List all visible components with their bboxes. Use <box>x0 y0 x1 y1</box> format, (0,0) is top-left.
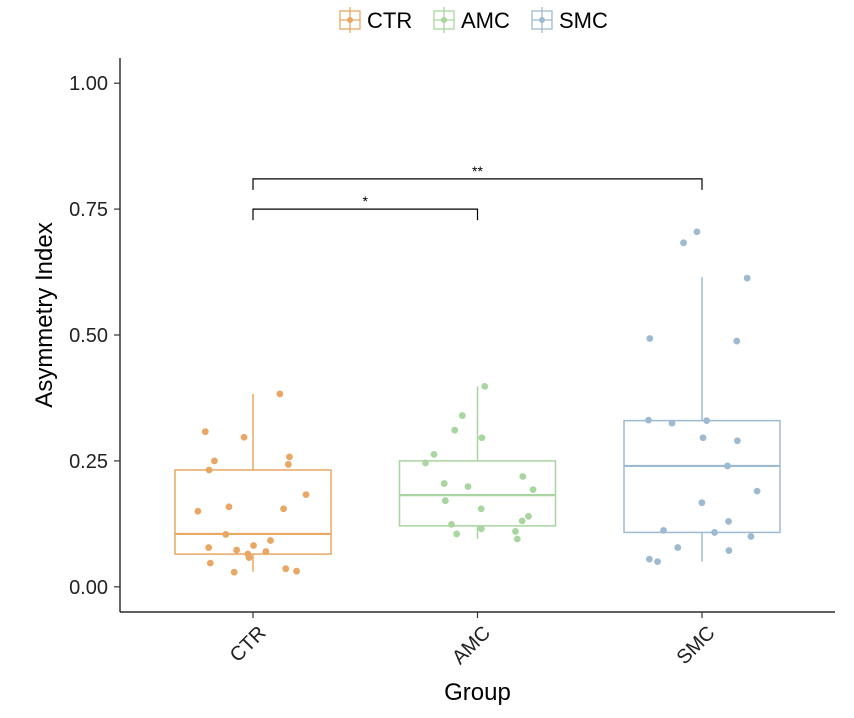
box-group-ctr <box>174 390 332 576</box>
data-point <box>211 457 218 465</box>
data-point <box>519 473 527 480</box>
data-point <box>724 462 731 470</box>
legend-label: AMC <box>461 8 510 33</box>
legend-key-point <box>347 17 353 23</box>
legend-key-point <box>539 17 545 23</box>
data-point <box>464 483 472 490</box>
data-point <box>725 517 732 525</box>
data-point <box>477 525 485 533</box>
data-point <box>280 505 287 513</box>
data-point <box>693 228 701 236</box>
data-point <box>703 417 711 425</box>
data-point <box>654 558 661 566</box>
data-point <box>430 450 438 458</box>
x-axis-title: Group <box>444 679 511 706</box>
data-point <box>205 466 213 474</box>
data-point <box>293 567 300 575</box>
y-tick-label: 0.75 <box>69 199 108 221</box>
data-point <box>451 426 459 434</box>
data-point <box>645 555 653 563</box>
data-point <box>422 459 429 467</box>
significance-bracket: * <box>252 193 479 221</box>
data-point <box>525 512 532 520</box>
data-point <box>660 527 667 534</box>
data-point <box>267 537 274 544</box>
legend-item-ctr: CTR <box>339 7 412 33</box>
x-tick-label: SMC <box>673 622 720 669</box>
data-point <box>284 461 292 468</box>
data-point <box>206 559 214 567</box>
y-axis-title: Asymmetry Index <box>31 222 58 407</box>
legend-item-amc: AMC <box>433 7 510 33</box>
box <box>623 419 781 534</box>
legend-label: CTR <box>367 8 412 33</box>
x-tick-label: CTR <box>226 622 271 667</box>
bracket-line <box>252 178 703 190</box>
data-point <box>481 382 489 390</box>
data-point <box>711 529 718 536</box>
data-point <box>747 533 755 540</box>
data-point <box>668 419 676 427</box>
significance-bracket: ** <box>252 163 703 190</box>
data-point <box>282 565 290 573</box>
data-point <box>302 491 310 499</box>
data-point <box>646 335 654 342</box>
legend: CTR AMC SMC <box>339 7 608 33</box>
y-tick-label: 0.00 <box>69 577 108 599</box>
box-group-amc <box>398 382 557 543</box>
y-tick-label: 0.25 <box>69 451 108 473</box>
data-point <box>698 499 706 507</box>
axes: 0.00 0.25 0.50 0.75 1.00 CTR AMC SMC <box>69 58 835 669</box>
data-point <box>478 434 486 442</box>
data-point <box>743 274 751 282</box>
legend-item-smc: SMC <box>531 7 608 33</box>
x-tick-label: AMC <box>448 622 495 669</box>
data-point <box>240 433 248 441</box>
data-point <box>201 428 209 436</box>
data-point <box>286 453 293 461</box>
bracket-line <box>252 208 479 221</box>
data-point <box>458 412 466 419</box>
significance-label: * <box>363 193 369 209</box>
data-point <box>276 390 284 398</box>
data-point <box>194 507 202 515</box>
data-point <box>518 517 526 525</box>
data-point <box>680 239 687 247</box>
data-point <box>222 531 230 538</box>
box <box>398 460 557 527</box>
data-point <box>734 437 741 445</box>
significance-label: ** <box>472 163 483 179</box>
data-point <box>448 520 455 528</box>
data-point <box>440 480 448 487</box>
plot-area: *** <box>174 163 781 576</box>
data-point <box>674 544 682 551</box>
data-point <box>699 434 707 442</box>
data-point <box>753 487 761 495</box>
data-point <box>513 535 521 543</box>
data-point <box>725 547 733 554</box>
data-point <box>230 568 238 576</box>
data-point <box>441 497 449 505</box>
legend-key-point <box>441 17 447 23</box>
data-point <box>205 544 213 551</box>
box-group-smc <box>623 228 781 566</box>
data-point <box>477 505 485 513</box>
data-point <box>233 546 241 554</box>
data-point <box>225 503 233 511</box>
y-tick-label: 1.00 <box>69 73 108 95</box>
data-point <box>453 530 461 538</box>
box <box>174 469 332 555</box>
data-point <box>733 337 741 345</box>
legend-label: SMC <box>559 8 608 33</box>
y-tick-label: 0.50 <box>69 325 108 347</box>
data-point <box>529 486 537 494</box>
data-point <box>645 416 652 424</box>
data-point <box>512 528 519 535</box>
data-point <box>262 548 270 555</box>
data-point <box>245 554 253 562</box>
data-point <box>250 542 257 549</box>
